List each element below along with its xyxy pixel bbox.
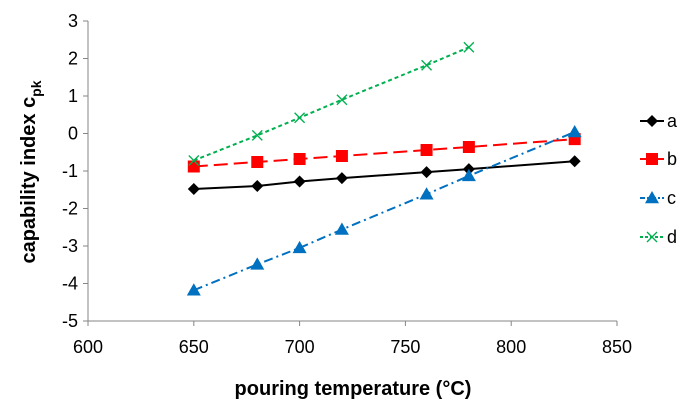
data-point-b xyxy=(335,150,348,162)
x-tick-label: 700 xyxy=(285,337,315,357)
data-point-b xyxy=(462,141,475,153)
legend-item-b: b xyxy=(640,149,677,169)
x-tick-label: 750 xyxy=(390,337,420,357)
data-point-a xyxy=(420,166,433,179)
data-point-b xyxy=(251,156,264,168)
series-line-a xyxy=(193,160,575,190)
data-point-c xyxy=(186,283,201,296)
data-point-d xyxy=(188,155,200,166)
data-point-c xyxy=(292,240,307,254)
marker-stroke xyxy=(421,59,433,71)
data-point-d xyxy=(463,41,475,53)
series-a xyxy=(187,155,581,195)
data-point-a xyxy=(251,180,264,192)
x-tick-label: 850 xyxy=(602,337,632,357)
series-line-b xyxy=(193,138,575,168)
data-point-a xyxy=(293,175,306,188)
series-layer xyxy=(186,41,582,296)
legend-label-b: b xyxy=(667,149,677,169)
x-tick-label: 800 xyxy=(496,337,526,357)
series-line-c xyxy=(193,131,576,292)
series-line-d xyxy=(193,46,470,162)
y-tick-label: -3 xyxy=(62,236,78,256)
series-d xyxy=(188,41,475,166)
y-tick-label: -2 xyxy=(62,199,78,219)
legend-label-d: d xyxy=(667,227,677,247)
series-c xyxy=(186,125,582,296)
data-point-b xyxy=(420,144,433,156)
marker-stroke xyxy=(336,94,348,106)
data-point-d xyxy=(336,94,348,106)
legend-label-c: c xyxy=(667,188,676,208)
marker-stroke xyxy=(294,112,306,124)
data-point-c xyxy=(461,168,476,182)
y-tick-label: 1 xyxy=(68,86,78,106)
y-tick-label: 3 xyxy=(68,11,78,31)
y-tick-label: 2 xyxy=(68,49,78,69)
y-axis-title: capability index cpk xyxy=(18,80,44,263)
x-tick-label: 650 xyxy=(179,337,209,357)
legend-item-c: c xyxy=(640,188,676,208)
legend-marker-d xyxy=(646,231,658,243)
data-point-d xyxy=(294,112,306,124)
data-point-a xyxy=(335,172,348,185)
data-point-a xyxy=(568,155,581,168)
y-tick-label: -1 xyxy=(62,161,78,181)
data-point-c xyxy=(419,187,434,200)
data-point-c xyxy=(250,257,265,270)
data-point-d xyxy=(251,129,263,141)
data-point-b xyxy=(293,153,306,165)
marker-stroke xyxy=(646,231,658,243)
marker-stroke xyxy=(188,155,200,166)
marker-stroke xyxy=(251,129,263,141)
y-tick-label: -4 xyxy=(62,274,78,294)
data-point-c xyxy=(567,125,582,138)
legend-label-a: a xyxy=(667,111,678,131)
x-axis-title: pouring temperature (°C) xyxy=(235,378,472,399)
data-point-d xyxy=(421,59,433,71)
x-tick-label: 600 xyxy=(73,337,103,357)
legend-marker-b xyxy=(646,153,658,165)
y-tick-label: 0 xyxy=(68,124,78,144)
y-tick-label: -5 xyxy=(62,311,78,331)
data-point-c xyxy=(334,222,349,235)
y-axis-title-subscript: pk xyxy=(28,80,44,97)
y-axis-title-main: capability index c xyxy=(18,97,40,264)
legend-item-a: a xyxy=(640,111,678,131)
legend-item-d: d xyxy=(640,227,677,247)
data-point-a xyxy=(187,183,200,195)
axes: -5 -4 -3 -2 -1 0 1 2 3 600 650 700 750 800 850 xyxy=(62,11,632,357)
data-point-b xyxy=(187,160,200,173)
legend-marker-a xyxy=(646,115,658,127)
marker-stroke xyxy=(463,41,475,53)
legend-marker-c xyxy=(645,191,659,204)
